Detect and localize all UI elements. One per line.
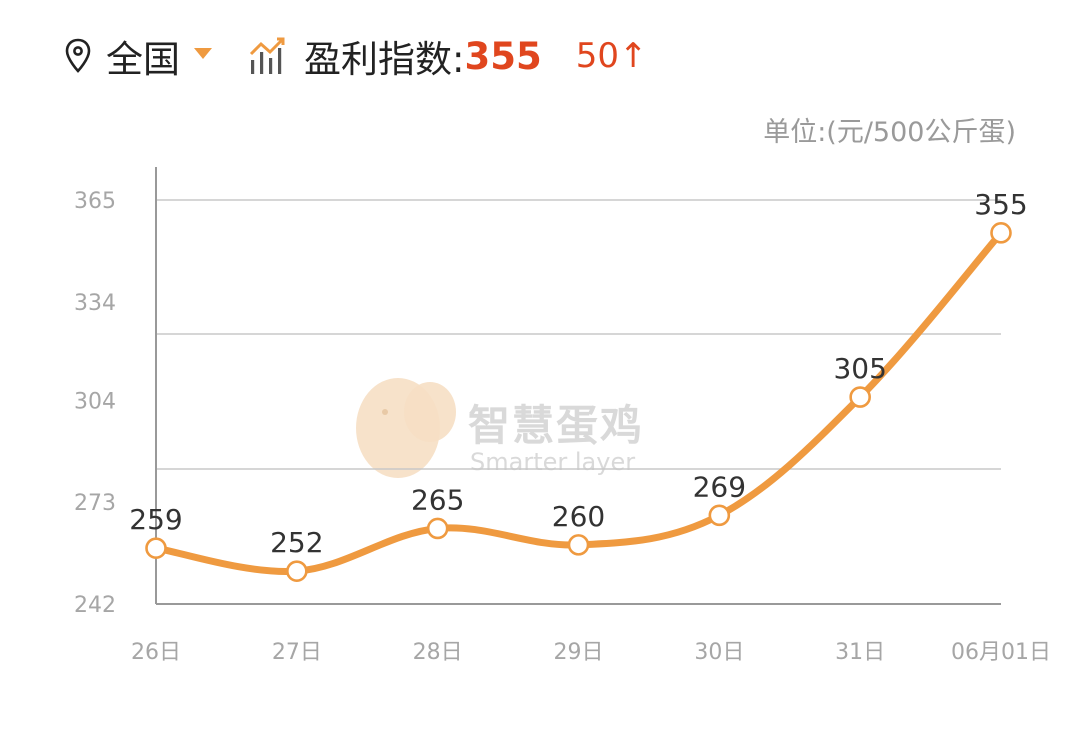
data-label: 355 — [974, 188, 1027, 221]
y-tick-label: 304 — [74, 389, 116, 414]
data-label: 269 — [693, 470, 746, 503]
x-axis-ticks: 26日 27日 28日 29日 30日 31日 06月01日 — [131, 640, 1051, 665]
x-tick-label: 30日 — [694, 640, 744, 665]
data-points — [145, 222, 1012, 582]
x-tick-label: 28日 — [413, 640, 463, 665]
index-label: 盈利指数: — [304, 38, 465, 81]
header-bar: 全国 盈利指数: 355 50↑ — [64, 26, 647, 86]
y-tick-label: 365 — [74, 189, 116, 214]
watermark-logo: 智慧蛋鸡 Smarter layer — [356, 378, 644, 478]
index-change: 50↑ — [575, 36, 648, 76]
x-tick-label: 27日 — [272, 640, 322, 665]
index-value: 355 — [464, 34, 542, 78]
data-point[interactable] — [990, 222, 1012, 244]
data-label: 260 — [552, 500, 605, 533]
bar-trend-chart-icon — [249, 37, 285, 74]
data-label: 252 — [270, 526, 323, 559]
y-tick-label: 334 — [74, 291, 116, 316]
data-point[interactable] — [849, 386, 871, 408]
data-point[interactable] — [567, 534, 590, 556]
x-tick-label: 31日 — [835, 640, 885, 665]
watermark-cn: 智慧蛋鸡 — [468, 401, 644, 450]
y-tick-label: 242 — [74, 593, 116, 618]
data-label: 265 — [411, 483, 464, 516]
x-tick-label: 29日 — [554, 640, 604, 665]
x-tick-label: 06月01日 — [951, 640, 1051, 665]
data-point[interactable] — [426, 517, 449, 540]
x-tick-label: 26日 — [131, 640, 181, 665]
watermark-en: Smarter layer — [470, 448, 635, 476]
grid-lines — [155, 167, 1001, 605]
data-labels: 259 252 265 260 269 305 355 — [129, 188, 1027, 559]
caret-down-icon[interactable] — [194, 47, 212, 59]
data-point[interactable] — [286, 560, 308, 582]
data-label: 305 — [833, 352, 886, 385]
data-label: 259 — [129, 503, 182, 536]
location-pin-icon[interactable] — [64, 38, 92, 74]
data-point[interactable] — [708, 504, 731, 527]
data-point[interactable] — [145, 537, 167, 559]
unit-label: 单位:(元/500公斤蛋) — [763, 117, 1016, 148]
y-axis-ticks: 242 273 304 334 365 — [74, 189, 116, 618]
region-selector[interactable]: 全国 — [106, 38, 180, 81]
y-tick-label: 273 — [74, 491, 116, 516]
